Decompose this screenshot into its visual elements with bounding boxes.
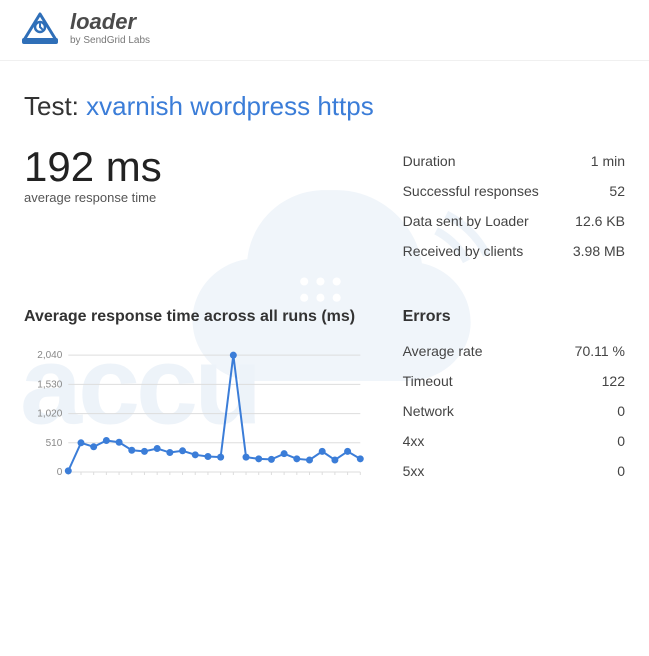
- stat-row: Data sent by Loader 12.6 KB: [403, 206, 625, 236]
- content: Test: xvarnish wordpress https 192 ms av…: [0, 61, 649, 495]
- headline-metric: 192 ms average response time: [24, 146, 373, 266]
- stat-row: Duration 1 min: [403, 146, 625, 176]
- stat-value: 12.6 KB: [575, 213, 625, 229]
- stat-label: Data sent by Loader: [403, 213, 529, 229]
- logo-subtitle: by SendGrid Labs: [70, 35, 150, 46]
- errors-title: Errors: [403, 306, 625, 328]
- test-label: Test:: [24, 91, 79, 121]
- lower-row: Average response time across all runs (m…: [24, 306, 625, 495]
- logo-word: loader: [70, 11, 150, 33]
- errors-section: Errors Average rate 70.11 % Timeout 122 Netw…: [403, 306, 625, 495]
- error-label: 5xx: [403, 463, 425, 479]
- stat-value: 1 min: [591, 153, 625, 169]
- svg-text:510: 510: [46, 438, 63, 449]
- stat-label: Received by clients: [403, 243, 524, 259]
- stat-value: 52: [609, 183, 625, 199]
- error-value: 122: [602, 373, 625, 389]
- stat-row: Successful responses 52: [403, 176, 625, 206]
- error-row: Network 0: [403, 396, 625, 426]
- svg-text:1,530: 1,530: [37, 380, 62, 391]
- headline-label: average response time: [24, 190, 373, 205]
- chart-section: Average response time across all runs (m…: [24, 306, 373, 495]
- error-row: Average rate 70.11 %: [403, 336, 625, 366]
- error-value: 0: [617, 403, 625, 419]
- error-label: 4xx: [403, 433, 425, 449]
- header: loader by SendGrid Labs: [0, 0, 649, 61]
- error-label: Average rate: [403, 343, 483, 359]
- error-row: 4xx 0: [403, 426, 625, 456]
- error-label: Timeout: [403, 373, 453, 389]
- logo-icon: [20, 10, 60, 46]
- stat-label: Duration: [403, 153, 456, 169]
- errors-list: Average rate70.11 %Timeout122Network04xx…: [403, 336, 625, 486]
- error-value: 70.11 %: [575, 343, 625, 359]
- test-name-link[interactable]: xvarnish wordpress https: [86, 91, 374, 121]
- error-row: Timeout 122: [403, 366, 625, 396]
- error-value: 0: [617, 433, 625, 449]
- error-label: Network: [403, 403, 454, 419]
- error-row: 5xx 0: [403, 456, 625, 486]
- response-time-chart: 0 510 1,020 1,530 2,040: [24, 340, 373, 490]
- stat-value: 3.98 MB: [573, 243, 625, 259]
- svg-text:0: 0: [57, 467, 63, 478]
- stat-row: Received by clients 3.98 MB: [403, 236, 625, 266]
- summary-row: 192 ms average response time Duration 1 m…: [24, 146, 625, 266]
- chart-title: Average response time across all runs (m…: [24, 306, 373, 328]
- summary-stats: Duration 1 min Successful responses 52 Data …: [403, 146, 625, 266]
- error-value: 0: [617, 463, 625, 479]
- stat-label: Successful responses: [403, 183, 539, 199]
- headline-value: 192 ms: [24, 146, 373, 188]
- logo-text-block: loader by SendGrid Labs: [70, 11, 150, 46]
- svg-text:1,020: 1,020: [37, 409, 62, 420]
- svg-text:2,040: 2,040: [37, 351, 62, 362]
- test-title: Test: xvarnish wordpress https: [24, 91, 625, 122]
